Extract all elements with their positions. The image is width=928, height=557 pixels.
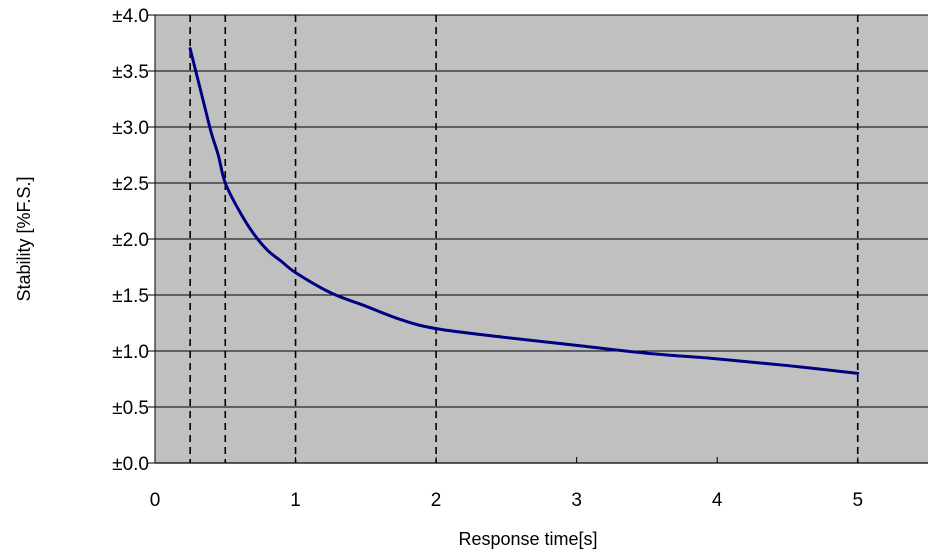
y-tick-labels: ±0.0 ±0.5 ±1.0 ±1.5 ±2.0 ±2.5 ±3.0 ±3.5 ±4.0 <box>112 6 149 475</box>
x-tick-label: 4 <box>712 490 723 511</box>
y-tick-label: ±1.0 <box>112 342 149 363</box>
x-tick-label: 2 <box>431 490 442 511</box>
x-tick-labels: 0 1 2 3 4 5 <box>150 490 863 511</box>
grid-lines <box>155 14 928 408</box>
y-tick-label: ±1.5 <box>112 286 149 307</box>
series-line <box>188 47 860 375</box>
y-axis-title: Stability [%F.S.] <box>14 176 34 301</box>
y-tick-label: ±2.5 <box>112 174 149 195</box>
x-tick-label: 3 <box>571 490 582 511</box>
y-tick-label: ±2.0 <box>112 230 149 251</box>
y-tick-label: ±3.5 <box>112 62 149 83</box>
x-tick-label: 5 <box>852 490 863 511</box>
y-tick-label: ±4.0 <box>112 6 149 27</box>
x-tick-label: 0 <box>150 490 161 511</box>
axes <box>148 14 928 464</box>
y-tick-label: ±0.0 <box>112 454 149 475</box>
y-tick-label: ±0.5 <box>112 398 149 419</box>
series-layer <box>188 47 860 375</box>
reference-lines <box>189 15 859 463</box>
x-axis-title: Response time[s] <box>458 529 597 549</box>
y-tick-label: ±3.0 <box>112 118 149 139</box>
x-tick-label: 1 <box>290 490 301 511</box>
